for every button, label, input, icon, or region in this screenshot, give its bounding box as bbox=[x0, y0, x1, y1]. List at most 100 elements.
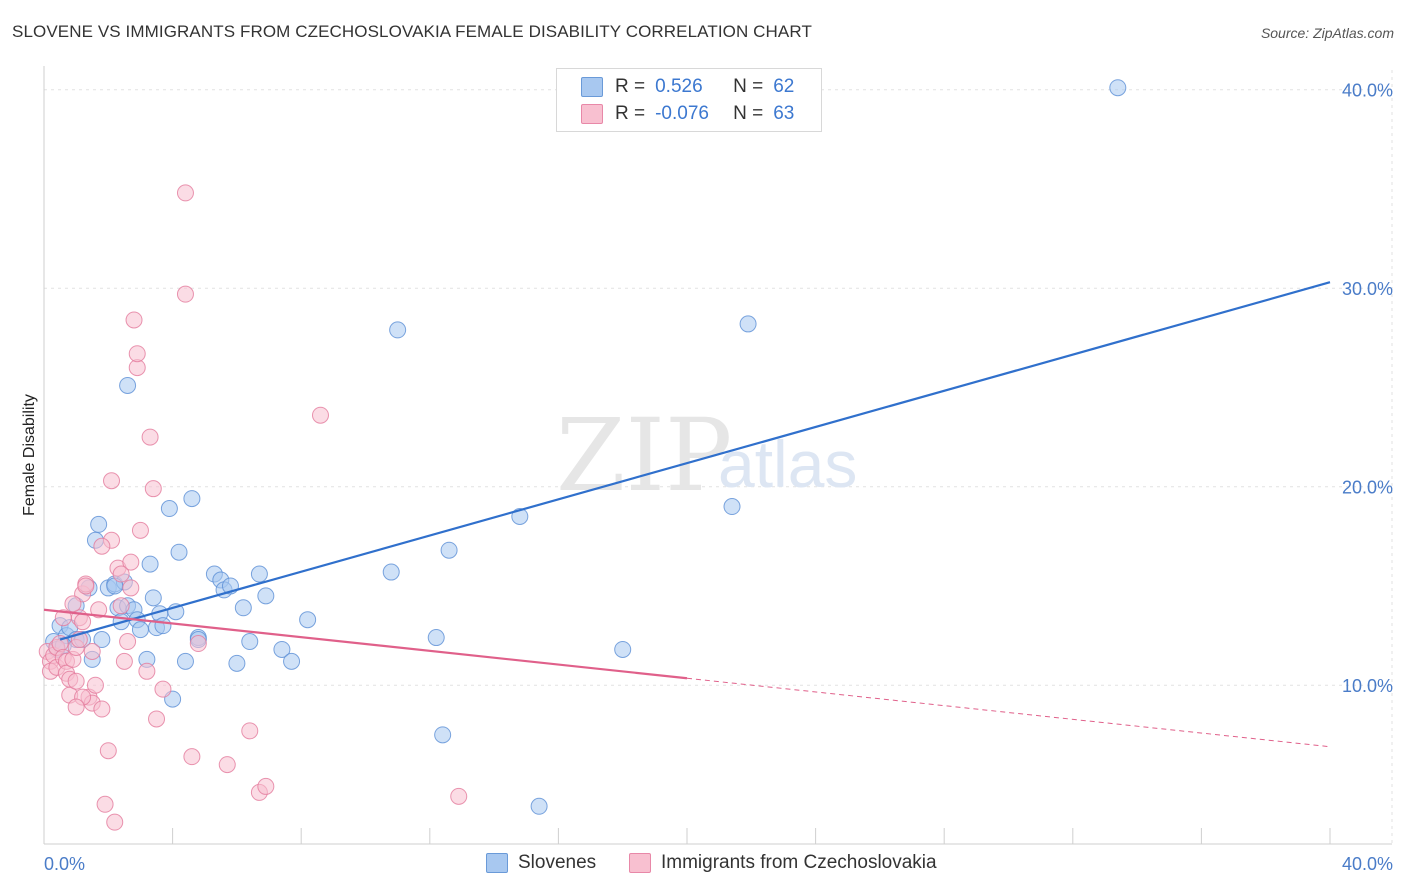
watermark: ZIP atlas bbox=[556, 397, 857, 514]
legend-row-slovenes: R = 0.526 N = 62 bbox=[581, 74, 794, 100]
watermark-zip: ZIP bbox=[556, 397, 732, 514]
point-slovenes[interactable] bbox=[434, 726, 452, 744]
y-tick-label: 40.0% bbox=[1342, 81, 1393, 101]
point-czechoslovakia[interactable] bbox=[141, 428, 159, 446]
trend-line-czechoslovakia bbox=[43, 608, 688, 680]
point-slovenes[interactable] bbox=[1109, 79, 1127, 97]
point-czechoslovakia[interactable] bbox=[218, 756, 236, 774]
legend-r-value: -0.076 bbox=[655, 103, 709, 124]
point-czechoslovakia[interactable] bbox=[148, 710, 166, 728]
point-czechoslovakia[interactable] bbox=[154, 680, 172, 698]
point-slovenes[interactable] bbox=[144, 589, 162, 607]
legend-n-label: N = bbox=[733, 103, 764, 124]
point-czechoslovakia[interactable] bbox=[74, 613, 92, 631]
point-slovenes[interactable] bbox=[530, 797, 548, 815]
trend-line-slovenes bbox=[59, 281, 1331, 641]
point-czechoslovakia[interactable] bbox=[176, 184, 194, 202]
point-czechoslovakia[interactable] bbox=[83, 642, 101, 660]
data-points bbox=[38, 79, 1127, 831]
point-czechoslovakia[interactable] bbox=[54, 609, 72, 627]
y-tick-label: 30.0% bbox=[1342, 279, 1393, 299]
point-slovenes[interactable] bbox=[241, 633, 259, 651]
legend-r-value: 0.526 bbox=[655, 76, 703, 97]
series-legend-czechoslovakia[interactable]: Immigrants from Czechoslovakia bbox=[629, 852, 937, 874]
point-slovenes[interactable] bbox=[160, 500, 178, 518]
point-czechoslovakia[interactable] bbox=[112, 597, 130, 615]
series-label-czechoslovakia: Immigrants from Czechoslovakia bbox=[661, 852, 937, 873]
point-slovenes[interactable] bbox=[131, 621, 149, 639]
point-czechoslovakia[interactable] bbox=[311, 406, 329, 424]
point-slovenes[interactable] bbox=[511, 507, 529, 525]
point-slovenes[interactable] bbox=[614, 640, 632, 658]
point-czechoslovakia[interactable] bbox=[128, 345, 146, 363]
point-czechoslovakia[interactable] bbox=[241, 722, 259, 740]
point-slovenes[interactable] bbox=[739, 315, 757, 333]
point-slovenes[interactable] bbox=[176, 652, 194, 670]
point-slovenes[interactable] bbox=[228, 654, 246, 672]
point-czechoslovakia[interactable] bbox=[96, 795, 114, 813]
point-slovenes[interactable] bbox=[257, 587, 275, 605]
point-czechoslovakia[interactable] bbox=[93, 537, 111, 555]
y-tick-label: 10.0% bbox=[1342, 676, 1393, 696]
point-slovenes[interactable] bbox=[119, 376, 137, 394]
legend-n-value: 63 bbox=[773, 103, 795, 124]
trend-lines bbox=[43, 281, 1331, 748]
point-slovenes[interactable] bbox=[283, 652, 301, 670]
series-legend-slovenes[interactable]: Slovenes bbox=[486, 852, 596, 874]
point-czechoslovakia[interactable] bbox=[93, 700, 111, 718]
point-czechoslovakia[interactable] bbox=[122, 579, 140, 597]
point-slovenes[interactable] bbox=[250, 565, 268, 583]
point-slovenes[interactable] bbox=[170, 543, 188, 561]
point-czechoslovakia[interactable] bbox=[119, 633, 137, 651]
point-czechoslovakia[interactable] bbox=[183, 748, 201, 766]
point-czechoslovakia[interactable] bbox=[138, 662, 156, 680]
y-axis-label: Female Disability bbox=[21, 394, 38, 516]
point-slovenes[interactable] bbox=[382, 563, 400, 581]
point-slovenes[interactable] bbox=[427, 629, 445, 647]
watermark-atlas: atlas bbox=[718, 427, 857, 501]
point-slovenes[interactable] bbox=[273, 640, 291, 658]
point-czechoslovakia[interactable] bbox=[257, 777, 275, 795]
point-czechoslovakia[interactable] bbox=[122, 553, 140, 571]
point-czechoslovakia[interactable] bbox=[112, 565, 130, 583]
point-czechoslovakia[interactable] bbox=[131, 521, 149, 539]
point-slovenes[interactable] bbox=[93, 631, 111, 649]
legend-swatch-slovenes bbox=[581, 77, 603, 97]
point-czechoslovakia[interactable] bbox=[106, 813, 124, 831]
point-czechoslovakia[interactable] bbox=[125, 311, 143, 329]
legend-swatch-czechoslovakia bbox=[581, 104, 603, 124]
point-czechoslovakia[interactable] bbox=[90, 601, 108, 619]
point-slovenes[interactable] bbox=[723, 498, 741, 516]
point-slovenes[interactable] bbox=[440, 541, 458, 559]
point-slovenes[interactable] bbox=[154, 617, 172, 635]
x-tick-label: 0.0% bbox=[44, 854, 85, 874]
point-slovenes[interactable] bbox=[90, 515, 108, 533]
point-czechoslovakia[interactable] bbox=[450, 787, 468, 805]
legend-n-label: N = bbox=[733, 76, 764, 97]
point-czechoslovakia[interactable] bbox=[115, 652, 133, 670]
legend-r-label: R = bbox=[615, 103, 646, 124]
point-czechoslovakia[interactable] bbox=[144, 480, 162, 498]
point-czechoslovakia[interactable] bbox=[67, 698, 85, 716]
point-czechoslovakia[interactable] bbox=[189, 635, 207, 653]
point-czechoslovakia[interactable] bbox=[176, 285, 194, 303]
point-czechoslovakia[interactable] bbox=[103, 472, 121, 490]
point-czechoslovakia[interactable] bbox=[77, 577, 95, 595]
y-tick-label: 20.0% bbox=[1342, 478, 1393, 498]
point-slovenes[interactable] bbox=[183, 490, 201, 508]
x-tick-label: 40.0% bbox=[1342, 854, 1393, 874]
tick-labels: 10.0% 20.0% 30.0% 40.0% 0.0% 40.0% bbox=[44, 81, 1393, 874]
series-legend: Slovenes Immigrants from Czechoslovakia bbox=[0, 852, 1406, 878]
point-slovenes[interactable] bbox=[141, 555, 159, 573]
point-czechoslovakia[interactable] bbox=[64, 595, 82, 613]
point-czechoslovakia[interactable] bbox=[67, 672, 85, 690]
series-label-slovenes: Slovenes bbox=[518, 852, 597, 873]
point-slovenes[interactable] bbox=[389, 321, 407, 339]
chart-title: SLOVENE VS IMMIGRANTS FROM CZECHOSLOVAKI… bbox=[12, 22, 812, 41]
point-czechoslovakia[interactable] bbox=[86, 676, 104, 694]
legend-row-czechoslovakia: R = -0.076 N = 63 bbox=[581, 101, 794, 127]
point-slovenes[interactable] bbox=[234, 599, 252, 617]
point-czechoslovakia[interactable] bbox=[99, 742, 117, 760]
point-slovenes[interactable] bbox=[299, 611, 317, 629]
